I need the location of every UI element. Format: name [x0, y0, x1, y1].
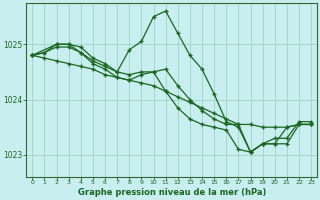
- X-axis label: Graphe pression niveau de la mer (hPa): Graphe pression niveau de la mer (hPa): [77, 188, 266, 197]
